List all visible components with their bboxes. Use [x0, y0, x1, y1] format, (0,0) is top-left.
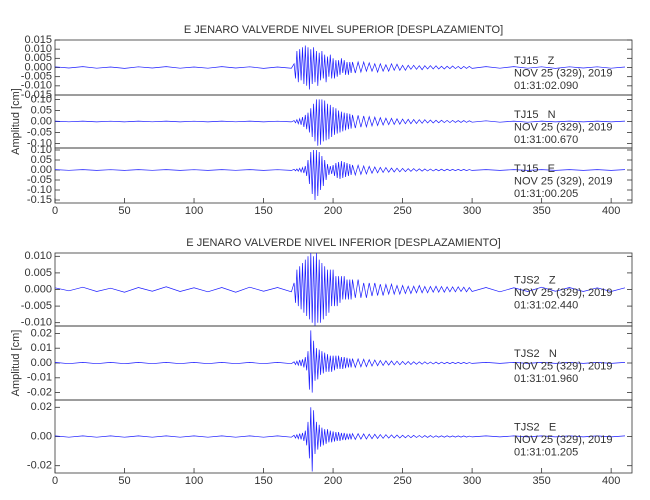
chart-title: E JENARO VALVERDE NIVEL SUPERIOR [DESPLA…: [184, 24, 503, 36]
y-tick-label: 0.000: [24, 61, 52, 73]
y-tick-label: 0.00: [31, 115, 52, 127]
x-tick-label: 300: [463, 475, 481, 487]
x-tick-label: 50: [118, 205, 130, 217]
y-tick-label: 0.05: [31, 154, 52, 166]
x-tick-label: 200: [324, 475, 342, 487]
station-annotation: 01:31:02.090: [514, 80, 578, 92]
x-tick-label: 100: [185, 205, 203, 217]
y-tick-label: 0.005: [24, 267, 52, 279]
x-tick-label: 350: [532, 475, 550, 487]
y-tick-label: 0.005: [24, 52, 52, 64]
y-tick-label: 0.010: [24, 43, 52, 55]
x-tick-label: 400: [602, 205, 620, 217]
y-tick-label: -0.05: [27, 174, 52, 186]
station-annotation: NOV 25 (329), 2019: [514, 175, 612, 187]
x-tick-label: 0: [52, 205, 58, 217]
y-tick-label: -0.005: [21, 300, 52, 312]
waveform: [54, 99, 626, 146]
station-annotation: NOV 25 (329), 2019: [514, 434, 612, 446]
y-tick-label: -0.15: [27, 194, 52, 206]
y-tick-label: 0.10: [31, 93, 52, 105]
y-axis-label: Amplitud [cm]: [10, 330, 22, 397]
y-tick-label: -0.02: [27, 460, 52, 472]
y-tick-label: 0.00: [31, 430, 52, 442]
waveform: [54, 330, 626, 393]
y-tick-label: 0.00: [31, 164, 52, 176]
x-tick-label: 300: [463, 205, 481, 217]
station-annotation: TJS2 Z: [514, 275, 556, 287]
y-tick-label: -0.010: [21, 317, 52, 329]
station-annotation: TJ15 Z: [514, 55, 555, 67]
x-tick-label: 400: [602, 475, 620, 487]
x-tick-label: 150: [254, 475, 272, 487]
y-tick-label: -0.10: [27, 184, 52, 196]
waveform: [54, 407, 626, 472]
station-annotation: NOV 25 (329), 2019: [514, 361, 612, 373]
station-annotation: NOV 25 (329), 2019: [514, 287, 612, 299]
y-tick-label: -0.010: [21, 80, 52, 92]
station-annotation: 01:31:01.960: [514, 373, 578, 385]
y-tick-label: -0.05: [27, 126, 52, 138]
y-tick-label: 0.010: [24, 250, 52, 262]
waveform: [54, 252, 626, 327]
x-tick-label: 50: [118, 475, 130, 487]
x-tick-label: 0: [52, 475, 58, 487]
y-tick-label: -0.005: [21, 71, 52, 83]
x-tick-label: 350: [532, 205, 550, 217]
x-tick-label: 200: [324, 205, 342, 217]
chart-title: E JENARO VALVERDE NIVEL INFERIOR [DESPLA…: [186, 237, 500, 249]
y-tick-label: 0.00: [31, 357, 52, 369]
panel-frame: [54, 147, 633, 204]
y-tick-label: 0.02: [31, 401, 52, 413]
x-tick-label: 100: [185, 475, 203, 487]
y-tick-label: 0.01: [31, 342, 52, 354]
y-tick-label: -0.10: [27, 137, 52, 149]
station-annotation: 01:31:01.205: [514, 447, 578, 459]
y-tick-label: 0.000: [24, 283, 52, 295]
waveform: [54, 45, 626, 90]
x-tick-label: 250: [393, 475, 411, 487]
station-annotation: TJ15 E: [514, 163, 555, 175]
station-annotation: TJS2 E: [514, 422, 556, 434]
y-tick-label: 0.05: [31, 104, 52, 116]
x-tick-label: 150: [254, 205, 272, 217]
y-tick-label: 0.015: [24, 34, 52, 46]
y-tick-label: 0.02: [31, 327, 52, 339]
y-axis-label: Amplitud [cm]: [10, 88, 22, 155]
y-tick-label: -0.015: [21, 89, 52, 101]
station-annotation: TJS2 N: [514, 348, 557, 360]
station-annotation: 01:31:02.440: [514, 300, 578, 312]
station-annotation: 01:31:00.205: [514, 188, 578, 200]
y-tick-label: 0.10: [31, 144, 52, 156]
x-tick-label: 250: [393, 205, 411, 217]
waveform: [54, 149, 626, 201]
y-tick-label: -0.01: [27, 372, 52, 384]
station-annotation: TJ15 N: [514, 109, 556, 121]
station-annotation: NOV 25 (329), 2019: [514, 67, 612, 79]
station-annotation: 01:31:00.670: [514, 134, 578, 146]
station-annotation: NOV 25 (329), 2019: [514, 122, 612, 134]
y-tick-label: -0.02: [27, 387, 52, 399]
